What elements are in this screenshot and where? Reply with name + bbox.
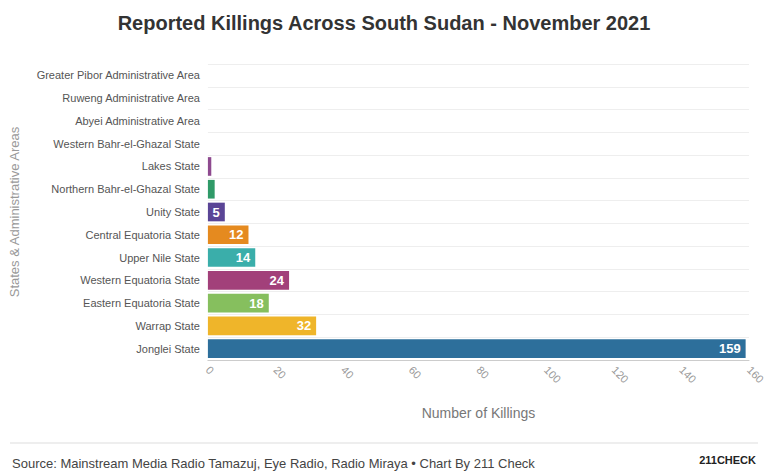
svg-text:Abyei Administrative Area: Abyei Administrative Area	[75, 115, 201, 127]
svg-text:60: 60	[407, 364, 424, 381]
svg-text:32: 32	[297, 318, 311, 333]
svg-text:Source: Mainstream Media Radio: Source: Mainstream Media Radio Tamazuj, …	[12, 456, 535, 471]
svg-text:Western Equatoria State: Western Equatoria State	[80, 274, 200, 286]
svg-text:5: 5	[213, 205, 220, 220]
svg-text:159: 159	[719, 341, 741, 356]
svg-text:Number of Killings: Number of Killings	[422, 405, 536, 421]
svg-text:18: 18	[249, 296, 263, 311]
svg-text:Eastern Equatoria State: Eastern Equatoria State	[83, 297, 200, 309]
svg-text:Unity State: Unity State	[146, 206, 200, 218]
svg-text:Northern Bahr-el-Ghazal State: Northern Bahr-el-Ghazal State	[51, 183, 200, 195]
svg-text:Greater Pibor Administrative A: Greater Pibor Administrative Area	[37, 69, 201, 81]
svg-text:211CHECK: 211CHECK	[699, 454, 756, 466]
svg-text:States & Administrative Areas: States & Administrative Areas	[7, 126, 22, 297]
svg-text:Upper Nile State: Upper Nile State	[119, 252, 200, 264]
svg-text:24: 24	[270, 273, 285, 288]
svg-text:120: 120	[609, 364, 630, 385]
svg-text:14: 14	[236, 250, 251, 265]
svg-text:Reported Killings Across South: Reported Killings Across South Sudan - N…	[118, 12, 651, 34]
svg-text:Lakes State: Lakes State	[142, 160, 200, 172]
svg-text:Central Equatoria State: Central Equatoria State	[86, 229, 200, 241]
svg-text:Warrap State: Warrap State	[135, 320, 199, 332]
svg-text:12: 12	[229, 227, 243, 242]
svg-text:0: 0	[204, 364, 217, 377]
svg-text:Jonglei State: Jonglei State	[136, 343, 200, 355]
svg-text:20: 20	[271, 364, 288, 381]
svg-text:Western Bahr-el-Ghazal State: Western Bahr-el-Ghazal State	[53, 138, 200, 150]
svg-text:40: 40	[339, 364, 356, 381]
svg-text:100: 100	[542, 364, 563, 385]
svg-text:80: 80	[474, 364, 491, 381]
svg-text:140: 140	[677, 364, 698, 385]
svg-text:160: 160	[745, 364, 766, 385]
svg-text:Ruweng Administrative Area: Ruweng Administrative Area	[62, 92, 200, 104]
